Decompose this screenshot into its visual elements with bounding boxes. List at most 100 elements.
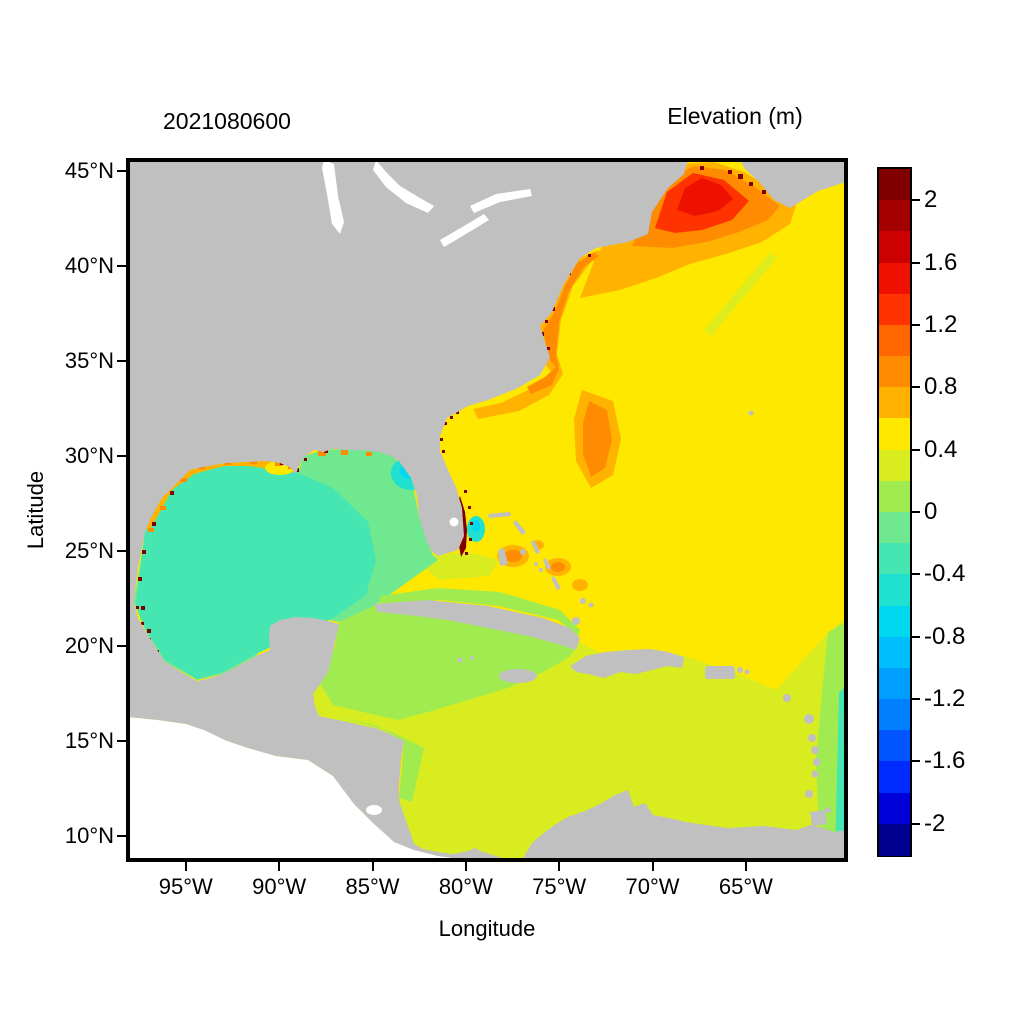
colorbar-segment bbox=[879, 636, 910, 669]
colorbar-segment bbox=[879, 761, 910, 794]
x-axis-tick bbox=[371, 861, 374, 871]
colorbar-segment bbox=[879, 543, 910, 575]
jamaica-island bbox=[499, 669, 537, 683]
plot-title-date: 2021080600 bbox=[163, 108, 291, 134]
colorbar-segment bbox=[879, 667, 910, 700]
lake-michigan bbox=[322, 160, 344, 234]
colorbar-segment bbox=[879, 324, 910, 357]
lesser-antilles-islands bbox=[457, 410, 831, 813]
x-tick-label: 85°W bbox=[345, 874, 400, 899]
y-tick-label: 15°N bbox=[64, 728, 114, 754]
colorbar-tick-label: 2 bbox=[924, 186, 938, 214]
colorbar-tick bbox=[912, 386, 920, 389]
x-axis-tick bbox=[184, 861, 187, 871]
lake-huron bbox=[373, 160, 434, 213]
colorbar-tick bbox=[912, 448, 920, 451]
y-axis-tick bbox=[117, 740, 127, 743]
colorbar-tick-label: -1.2 bbox=[924, 685, 966, 713]
x-tick-label: 75°W bbox=[532, 874, 587, 899]
north-america-landmass bbox=[128, 160, 688, 860]
colorbar-segment bbox=[879, 418, 910, 451]
map-plot-area bbox=[126, 158, 848, 862]
y-tick-label: 45°N bbox=[64, 158, 114, 184]
land bbox=[128, 160, 846, 860]
colorbar-segment bbox=[879, 574, 910, 607]
y-tick-label: 30°N bbox=[64, 443, 114, 469]
colorbar-frame bbox=[877, 167, 912, 857]
x-tick-label: 70°W bbox=[625, 874, 680, 899]
shelf-and-channel-greens bbox=[320, 588, 846, 860]
y-axis-tick bbox=[117, 645, 127, 648]
colorbar-tick bbox=[912, 199, 920, 202]
y-tick-label: 25°N bbox=[64, 538, 114, 564]
colorbar-tick bbox=[912, 635, 920, 638]
colorbar-segment bbox=[879, 387, 910, 420]
plot-title-variable: Elevation (m) bbox=[667, 103, 803, 129]
pacific-mask bbox=[128, 717, 468, 860]
lake-nicaragua bbox=[366, 805, 382, 815]
colorbar-segment bbox=[879, 823, 910, 856]
y-axis-tick bbox=[117, 550, 127, 553]
colorbar-tick-label: -0.4 bbox=[924, 560, 966, 588]
colorbar-segment bbox=[879, 356, 910, 388]
x-axis-tick bbox=[464, 861, 467, 871]
y-axis-tick bbox=[117, 455, 127, 458]
x-tick-label: 65°W bbox=[718, 874, 773, 899]
x-axis-label: Longitude bbox=[438, 916, 536, 941]
lake-ontario bbox=[470, 189, 532, 213]
colorbar-tick bbox=[912, 511, 920, 513]
trinidad-island bbox=[810, 810, 827, 826]
x-axis-tick bbox=[651, 861, 654, 871]
colorbar-tick bbox=[912, 822, 920, 825]
colorbar-tick-label: 1.6 bbox=[924, 248, 958, 276]
colorbar-tick bbox=[912, 261, 920, 264]
y-axis-label: Latitude bbox=[23, 470, 48, 550]
colorbar-segment bbox=[879, 699, 910, 731]
colorbar-tick bbox=[912, 573, 920, 576]
plot-frame bbox=[128, 160, 846, 860]
great-lakes bbox=[322, 160, 532, 815]
bahamas-islands bbox=[488, 512, 594, 625]
y-axis-tick bbox=[117, 835, 127, 838]
colorbar-segment bbox=[879, 792, 910, 825]
bermuda-island bbox=[748, 410, 754, 416]
colorbar-segment bbox=[879, 480, 910, 513]
southeast-edge-teal-sliver bbox=[835, 687, 846, 860]
elevation-anomaly-features bbox=[136, 162, 796, 653]
colorbar-tick-label: 0.4 bbox=[924, 435, 958, 463]
lake-erie bbox=[440, 214, 489, 247]
x-axis-tick bbox=[744, 861, 747, 871]
y-tick-label: 10°N bbox=[64, 823, 114, 849]
colorbar-segment bbox=[879, 512, 910, 544]
colorbar-segment bbox=[879, 605, 910, 638]
colorbar-segment bbox=[879, 200, 910, 232]
x-axis-tick bbox=[558, 861, 561, 871]
colorbar-tick-label: 0 bbox=[924, 498, 938, 525]
colorbar-tick-label: 1.2 bbox=[924, 310, 958, 338]
colorbar-tick bbox=[912, 698, 920, 701]
south-america-landmass bbox=[522, 790, 846, 860]
colorbar-tick-label: -0.8 bbox=[924, 622, 966, 650]
colorbar-segment bbox=[879, 293, 910, 326]
colorbar-tick-label: 0.8 bbox=[924, 373, 958, 401]
colorbar-segment bbox=[879, 169, 910, 201]
colorbar-segment bbox=[879, 730, 910, 763]
gulf-of-maine-high bbox=[580, 162, 796, 298]
offshore-high-eddy bbox=[574, 390, 621, 488]
y-tick-label: 20°N bbox=[64, 633, 114, 659]
y-axis-tick bbox=[117, 360, 127, 363]
colorbar-tick-label: -2 bbox=[924, 809, 946, 837]
x-axis-tick bbox=[278, 861, 281, 871]
cuba-island bbox=[374, 600, 580, 650]
elevation-map bbox=[128, 160, 846, 860]
x-tick-label: 90°W bbox=[252, 874, 307, 899]
x-tick-label: 95°W bbox=[158, 874, 213, 899]
colorbar-tick-label: -1.6 bbox=[924, 747, 966, 775]
y-axis-tick bbox=[117, 265, 127, 268]
y-axis-tick bbox=[117, 170, 127, 173]
puerto-rico-island bbox=[705, 666, 735, 679]
colorbar-segment bbox=[879, 231, 910, 264]
x-tick-label: 80°W bbox=[438, 874, 493, 899]
y-tick-label: 40°N bbox=[64, 253, 114, 279]
colorbar-tick bbox=[912, 760, 920, 763]
